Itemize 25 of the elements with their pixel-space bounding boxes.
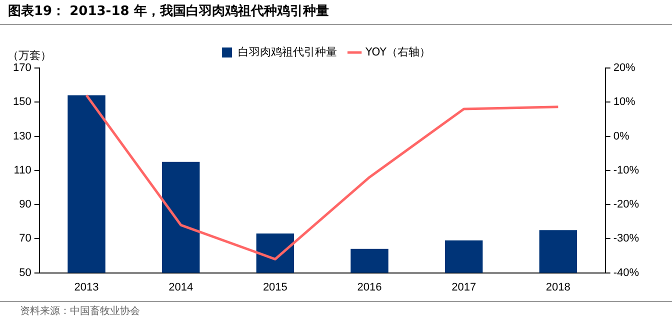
y-tick-label: 90 [19,198,32,211]
x-tick-label: 2017 [452,281,476,294]
text: 资料来源：中国畜牧业协会 [0,301,672,321]
x-tick-label: 2015 [262,281,288,294]
y-axis-title: （万套） [7,48,52,62]
x-tick-label: 2016 [357,281,382,294]
x-tick-label: 2014 [168,281,194,294]
y2-tick-label: 10% [613,96,636,108]
x-tick-label: 2018 [546,281,570,294]
y2-tick-label: -30% [613,232,640,245]
y-tick-label: 130 [12,130,32,142]
y-tick-label: 150 [12,96,32,108]
y-tick-label: 70 [19,232,32,245]
legend-label: 白羽肉鸡祖代引种量 [238,45,338,58]
y2-tick-label: 20% [613,62,636,74]
legend-label: YOY（右轴） [364,45,430,58]
y2-tick-label: -40% [613,266,640,279]
chart-title: 图表19： 2013-18 年，我国白羽肉鸡祖代种鸡引种量 [0,0,672,25]
y-tick-label: 110 [14,164,32,176]
y2-tick-label: -20% [613,198,640,211]
y-tick-label: 50 [19,266,32,279]
y-tick-label: 170 [12,62,32,74]
y2-tick-label: 0% [613,130,630,142]
x-tick-label: 2013 [74,281,99,294]
y2-tick-label: -10% [613,164,640,176]
